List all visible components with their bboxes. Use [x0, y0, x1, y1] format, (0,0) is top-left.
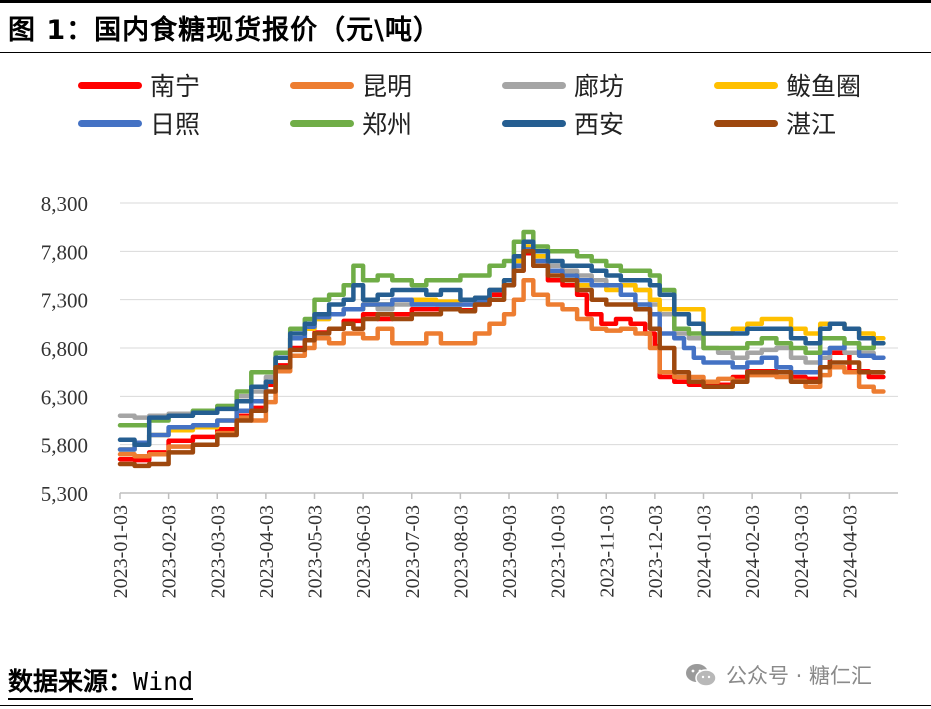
x-tick-label: 2023-08-03	[450, 505, 472, 598]
x-tick-label: 2024-02-03	[742, 505, 764, 598]
y-tick-label: 6,300	[41, 385, 88, 409]
wechat-icon	[686, 664, 717, 687]
legend-label: 湛江	[786, 110, 837, 139]
y-tick-label: 5,800	[41, 434, 88, 458]
y-tick-label: 8,300	[41, 192, 88, 216]
source-prefix: 数据来源：	[8, 667, 134, 696]
top-rule	[0, 0, 931, 3]
x-tick-label: 2023-11-03	[596, 505, 618, 598]
legend-item-rizhao: 日照	[78, 108, 201, 139]
legend-swatch	[502, 81, 566, 89]
x-tick-label: 2023-03-03	[207, 505, 229, 598]
source-name: Wind	[133, 667, 194, 696]
x-tick-label: 2024-04-03	[839, 505, 861, 598]
watermark: 公众号 · 糖仁汇	[684, 660, 872, 690]
legend-swatch	[502, 119, 566, 127]
legend-item-zhanjiang: 湛江	[714, 108, 837, 139]
legend-label: 昆明	[362, 72, 413, 101]
y-tick-label: 5,300	[41, 482, 88, 506]
legend-item-bayuquan: 鲅鱼圈	[714, 70, 862, 101]
x-tick-label: 2023-10-03	[548, 505, 570, 598]
legend-label: 廊坊	[574, 72, 625, 101]
y-tick-label: 6,800	[41, 337, 88, 361]
x-tick-label: 2023-09-03	[499, 505, 521, 598]
legend-item-nanning: 南宁	[78, 70, 201, 101]
x-tick-label: 2023-06-03	[353, 505, 375, 598]
series-line	[117, 229, 886, 428]
legend-swatch	[290, 81, 354, 89]
legend-label: 郑州	[362, 110, 413, 139]
legend-swatch	[78, 81, 142, 89]
series-line	[117, 239, 886, 447]
legend-label: 西安	[574, 110, 625, 139]
legend: 南宁 昆明 廊坊 鲅鱼圈 日照 郑州 西安 湛江	[78, 70, 898, 140]
legend-label: 南宁	[150, 72, 201, 101]
axes: 5,300 5,800 6,300 6,800 7,300 7,800 8,300 2023-…	[41, 192, 898, 598]
x-tick-label: 2024-01-03	[694, 505, 716, 598]
legend-item-xian: 西安	[502, 108, 625, 139]
series-line	[117, 278, 886, 459]
title-rule	[0, 52, 931, 53]
legend-swatch	[714, 81, 778, 89]
x-tick-label: 2023-04-03	[256, 505, 278, 598]
y-tick-label: 7,800	[41, 240, 88, 264]
figure-title: 图 1：国内食糖现货报价（元\吨）	[8, 15, 442, 46]
x-tick-label: 2023-07-03	[402, 505, 424, 598]
source-note: 数据来源：Wind	[8, 666, 194, 700]
legend-swatch	[78, 119, 142, 127]
legend-item-zhengzhou: 郑州	[290, 108, 413, 139]
y-tick-label: 7,300	[41, 289, 88, 313]
x-tick-label: 2023-05-03	[305, 505, 327, 598]
legend-label: 日照	[150, 110, 201, 139]
line-chart: 5,300 5,800 6,300 6,800 7,300 7,800 8,300 2023-…	[41, 192, 898, 598]
x-tick-label: 2024-03-03	[791, 505, 813, 598]
x-tick-label: 2023-02-03	[159, 505, 181, 598]
series-lines	[117, 229, 886, 469]
watermark-text: 公众号 · 糖仁汇	[726, 664, 873, 688]
legend-swatch	[714, 119, 778, 127]
x-tick-label: 2023-01-03	[110, 505, 132, 598]
legend-item-langfang: 廊坊	[502, 70, 625, 101]
x-tick-label: 2023-12-03	[645, 505, 667, 598]
legend-label: 鲅鱼圈	[786, 72, 862, 101]
series-line	[117, 249, 886, 469]
bottom-rule	[0, 705, 931, 706]
legend-item-kunming: 昆明	[290, 70, 413, 101]
legend-swatch	[290, 119, 354, 127]
